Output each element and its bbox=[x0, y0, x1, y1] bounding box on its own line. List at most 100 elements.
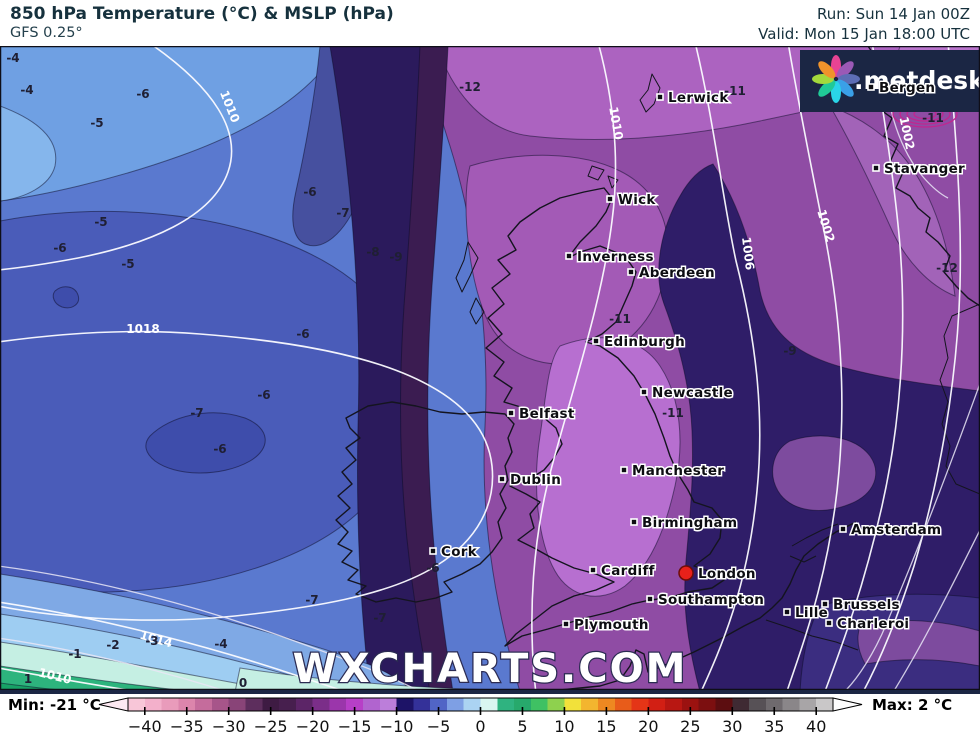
legend-max-label: Max: 2 °C bbox=[872, 696, 952, 714]
temp-label: -7 bbox=[190, 406, 203, 420]
city-label: Aberdeen bbox=[639, 265, 715, 281]
isobar-label: 1010 bbox=[606, 106, 626, 141]
watermark: WXCHARTS.COM bbox=[293, 646, 688, 692]
city-label: Cork bbox=[441, 544, 478, 560]
city-marker bbox=[507, 409, 515, 417]
temp-label: -3 bbox=[145, 634, 158, 648]
city-marker bbox=[562, 620, 570, 628]
valid-time: Valid: Mon 15 Jan 18:00 UTC bbox=[758, 24, 970, 43]
city-marker bbox=[429, 547, 437, 555]
map-canvas: .metdesk WXCHARTS.COM 1010 1010 1002100210… bbox=[0, 46, 980, 694]
temp-label: -6 bbox=[296, 327, 309, 341]
legend-tick-label: −5 bbox=[427, 717, 451, 736]
temp-label: -4 bbox=[20, 83, 33, 97]
legend-right-arrow bbox=[832, 697, 863, 712]
legend-tick-label: 35 bbox=[764, 717, 784, 736]
page-title: 850 hPa Temperature (°C) & MSLP (hPa) bbox=[10, 4, 394, 24]
metdesk-logo: .metdesk bbox=[800, 50, 980, 112]
legend: Min: -21 °C −40 −35 −30 −25 −20 −15 −10 −5 0 5 10 1… bbox=[0, 694, 980, 740]
legend-tick-label: 10 bbox=[554, 717, 574, 736]
temp-label: -5 bbox=[94, 215, 107, 229]
temp-label: -4 bbox=[214, 637, 227, 651]
legend-tick-label: 20 bbox=[638, 717, 658, 736]
city-marker bbox=[821, 600, 829, 608]
legend-min-label: Min: -21 °C bbox=[8, 696, 101, 714]
model-label: GFS 0.25° bbox=[10, 25, 83, 42]
temp-label: -1 bbox=[68, 647, 81, 661]
city-marker bbox=[872, 164, 880, 172]
legend-ticks: −40 −35 −30 −25 −20 −15 −10 −5 0 5 10 15 20 25 30 35 40 bbox=[128, 707, 826, 736]
isobars bbox=[0, 46, 980, 694]
temp-label: -11 bbox=[922, 111, 944, 125]
temp-label: -5 bbox=[90, 116, 103, 130]
city-label: Bergen bbox=[879, 80, 935, 96]
city-marker bbox=[825, 619, 833, 627]
temp-label: -5 bbox=[121, 257, 134, 271]
temp-label: -6 bbox=[136, 87, 149, 101]
city-label: Birmingham bbox=[642, 515, 737, 531]
legend-tick-label: −15 bbox=[338, 717, 372, 736]
london-marker bbox=[678, 565, 694, 581]
map-bottom-bar bbox=[0, 690, 980, 694]
isobar-label: 1006 bbox=[739, 236, 757, 271]
city-label: Amsterdam bbox=[851, 522, 941, 538]
temp-label: -9 bbox=[389, 250, 402, 264]
temp-label: -6 bbox=[53, 241, 66, 255]
city-label: Charleroi bbox=[837, 616, 909, 632]
city-marker bbox=[627, 268, 635, 276]
legend-tick-label: −25 bbox=[254, 717, 288, 736]
city-label: Southampton bbox=[658, 592, 764, 608]
city-marker bbox=[839, 525, 847, 533]
city-marker bbox=[620, 466, 628, 474]
city-label: London bbox=[698, 566, 756, 582]
legend-tick-label: −30 bbox=[212, 717, 246, 736]
city-label: Lerwick bbox=[668, 90, 729, 106]
city-label: Dublin bbox=[510, 472, 561, 488]
city-label: Wick bbox=[618, 192, 656, 208]
legend-tick-label: −20 bbox=[296, 717, 330, 736]
temp-label: -9 bbox=[783, 344, 796, 358]
legend-tick-label: 5 bbox=[517, 717, 527, 736]
legend-left-arrow bbox=[98, 697, 129, 712]
legend-tick-label: 25 bbox=[680, 717, 700, 736]
city-label: Stavanger bbox=[884, 161, 965, 177]
temp-label: -6 bbox=[257, 388, 270, 402]
city-marker bbox=[606, 195, 614, 203]
temp-label: -6 bbox=[303, 185, 316, 199]
city-label: Plymouth bbox=[574, 617, 649, 633]
city-label: Newcastle bbox=[652, 385, 733, 401]
city-marker bbox=[565, 252, 573, 260]
temp-label: -7 bbox=[336, 206, 349, 220]
temp-label: -12 bbox=[936, 261, 958, 275]
logo-flower-icon bbox=[812, 55, 860, 103]
temp-label: 0 bbox=[239, 676, 247, 690]
run-time: Run: Sun 14 Jan 00Z bbox=[817, 5, 970, 23]
temp-label: -11 bbox=[609, 312, 631, 326]
logo-text: .metdesk bbox=[854, 66, 980, 95]
temp-label: -7 bbox=[305, 593, 318, 607]
temp-label: -11 bbox=[662, 406, 684, 420]
city-label: Inverness bbox=[577, 249, 654, 265]
temp-label: -4 bbox=[6, 51, 19, 65]
legend-canvas: Min: -21 °C −40 −35 −30 −25 −20 −15 −10 −5 0 5 10 1… bbox=[8, 696, 952, 736]
legend-tick-label: 30 bbox=[722, 717, 742, 736]
temp-label: -2 bbox=[106, 638, 119, 652]
city-marker bbox=[592, 337, 600, 345]
city-marker bbox=[498, 475, 506, 483]
city-label: Brussels bbox=[833, 597, 900, 613]
city-marker bbox=[867, 83, 875, 91]
legend-tick-label: 40 bbox=[806, 717, 826, 736]
legend-tick-label: 15 bbox=[596, 717, 616, 736]
city-label: Cardiff bbox=[601, 563, 655, 579]
legend-tick-label: −35 bbox=[170, 717, 204, 736]
city-marker bbox=[783, 608, 791, 616]
city-label: Lille bbox=[795, 605, 828, 621]
temp-label: 1 bbox=[24, 672, 32, 686]
coastlines bbox=[335, 46, 980, 691]
legend-tick-label: −10 bbox=[380, 717, 414, 736]
header: 850 hPa Temperature (°C) & MSLP (hPa) GF… bbox=[0, 0, 980, 46]
isobar-label: 1018 bbox=[126, 322, 159, 336]
city-marker bbox=[640, 388, 648, 396]
temp-label: -11 bbox=[724, 84, 746, 98]
